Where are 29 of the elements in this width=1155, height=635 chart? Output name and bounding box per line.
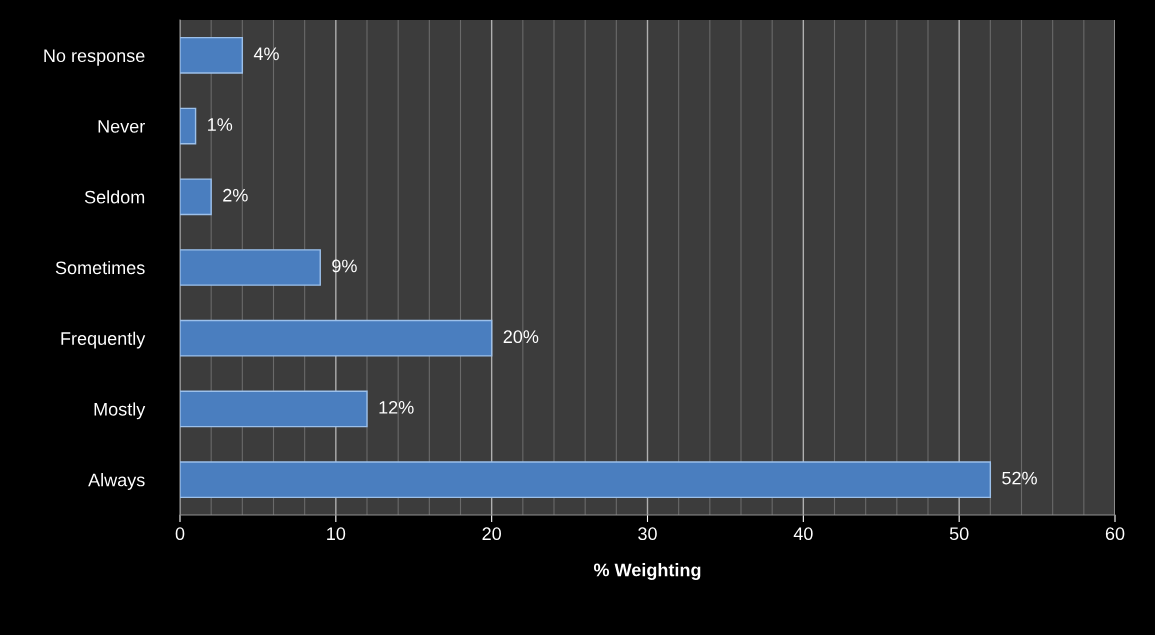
data-label: 9% [332,259,357,273]
data-label: 4% [253,47,279,61]
y-tick-label: Frequently [61,331,146,349]
data-label: 52% [1002,471,1037,485]
data-label: 2% [223,188,248,202]
bar [180,107,197,145]
x-tick-label: 40 [793,527,813,541]
bar [180,319,493,357]
y-tick-label: No response [44,49,145,66]
x-tick-label: 30 [638,527,657,541]
data-label: 20% [503,330,539,344]
bar [180,36,244,74]
x-tick-label: 60 [1105,527,1125,541]
x-tick-label: 20 [482,527,501,541]
bar [180,461,992,499]
y-tick-label: Never [98,120,145,133]
bar [180,390,368,428]
x-tick-label: 0 [175,527,185,541]
y-tick-label: Mostly [94,402,146,420]
bar [180,178,212,216]
data-label: 1% [208,118,233,131]
bar [180,249,321,286]
y-tick-label: Always [88,473,145,490]
x-tick-label: 10 [327,527,346,541]
x-tick-label: 50 [949,527,969,541]
y-tick-label: Sometimes [55,260,145,275]
data-label: 12% [379,400,414,414]
x-axis-title: % Weighting [593,563,701,580]
y-tick-label: Seldom [84,190,145,204]
